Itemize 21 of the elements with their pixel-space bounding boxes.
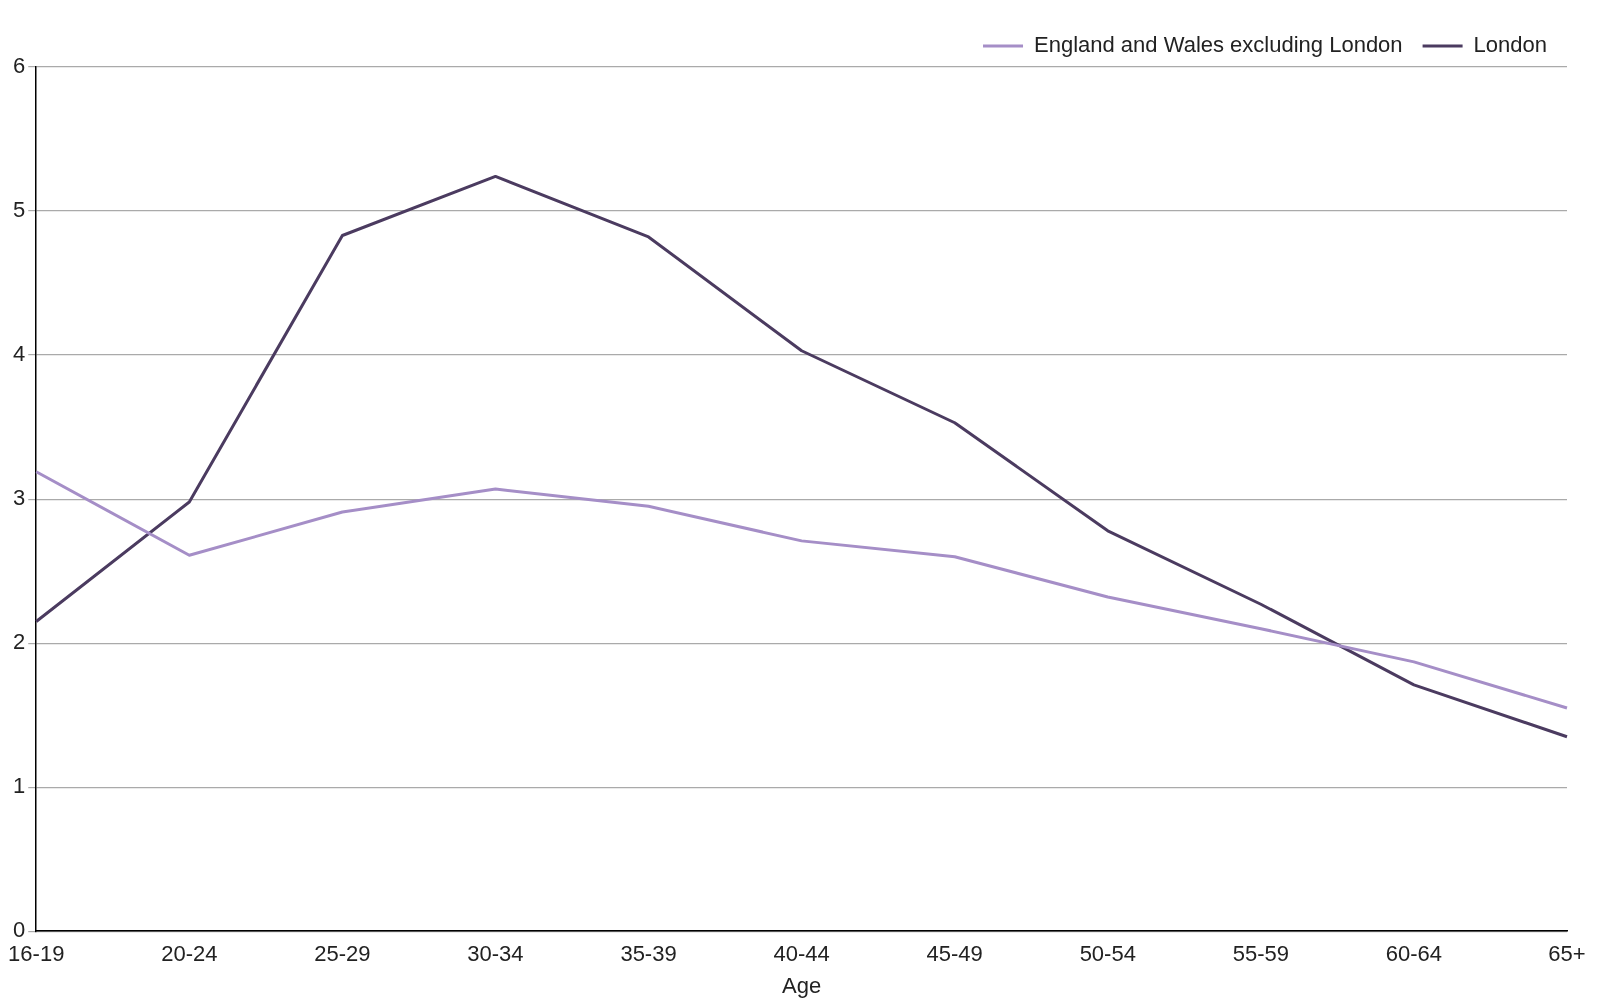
y-tick-label: 5	[12, 197, 26, 223]
x-tick-label: 45-49	[926, 941, 983, 967]
x-tick-label: 50-54	[1079, 941, 1136, 967]
legend-label: England and Wales excluding London	[1034, 32, 1403, 58]
y-tick-label: 2	[12, 629, 26, 655]
x-tick-label: 30-34	[467, 941, 524, 967]
x-tick-label: 40-44	[773, 941, 830, 967]
x-tick-label: 55-59	[1232, 941, 1289, 967]
y-tick-label: 0	[12, 917, 26, 943]
y-tick-label: 3	[12, 485, 26, 511]
x-tick-label: 20-24	[161, 941, 218, 967]
x-tick-label: 65+	[1548, 941, 1586, 967]
x-tick-label: 60-64	[1385, 941, 1443, 967]
y-tick-label: 1	[12, 773, 26, 799]
legend-label: London	[1473, 32, 1548, 58]
x-tick-label: 16-19	[8, 941, 65, 967]
y-tick-label: 6	[12, 53, 26, 79]
x-tick-label: 35-39	[620, 941, 677, 967]
x-axis-title: Age	[782, 972, 822, 998]
y-tick-label: 4	[12, 341, 26, 367]
x-tick-label: 25-29	[314, 941, 371, 967]
